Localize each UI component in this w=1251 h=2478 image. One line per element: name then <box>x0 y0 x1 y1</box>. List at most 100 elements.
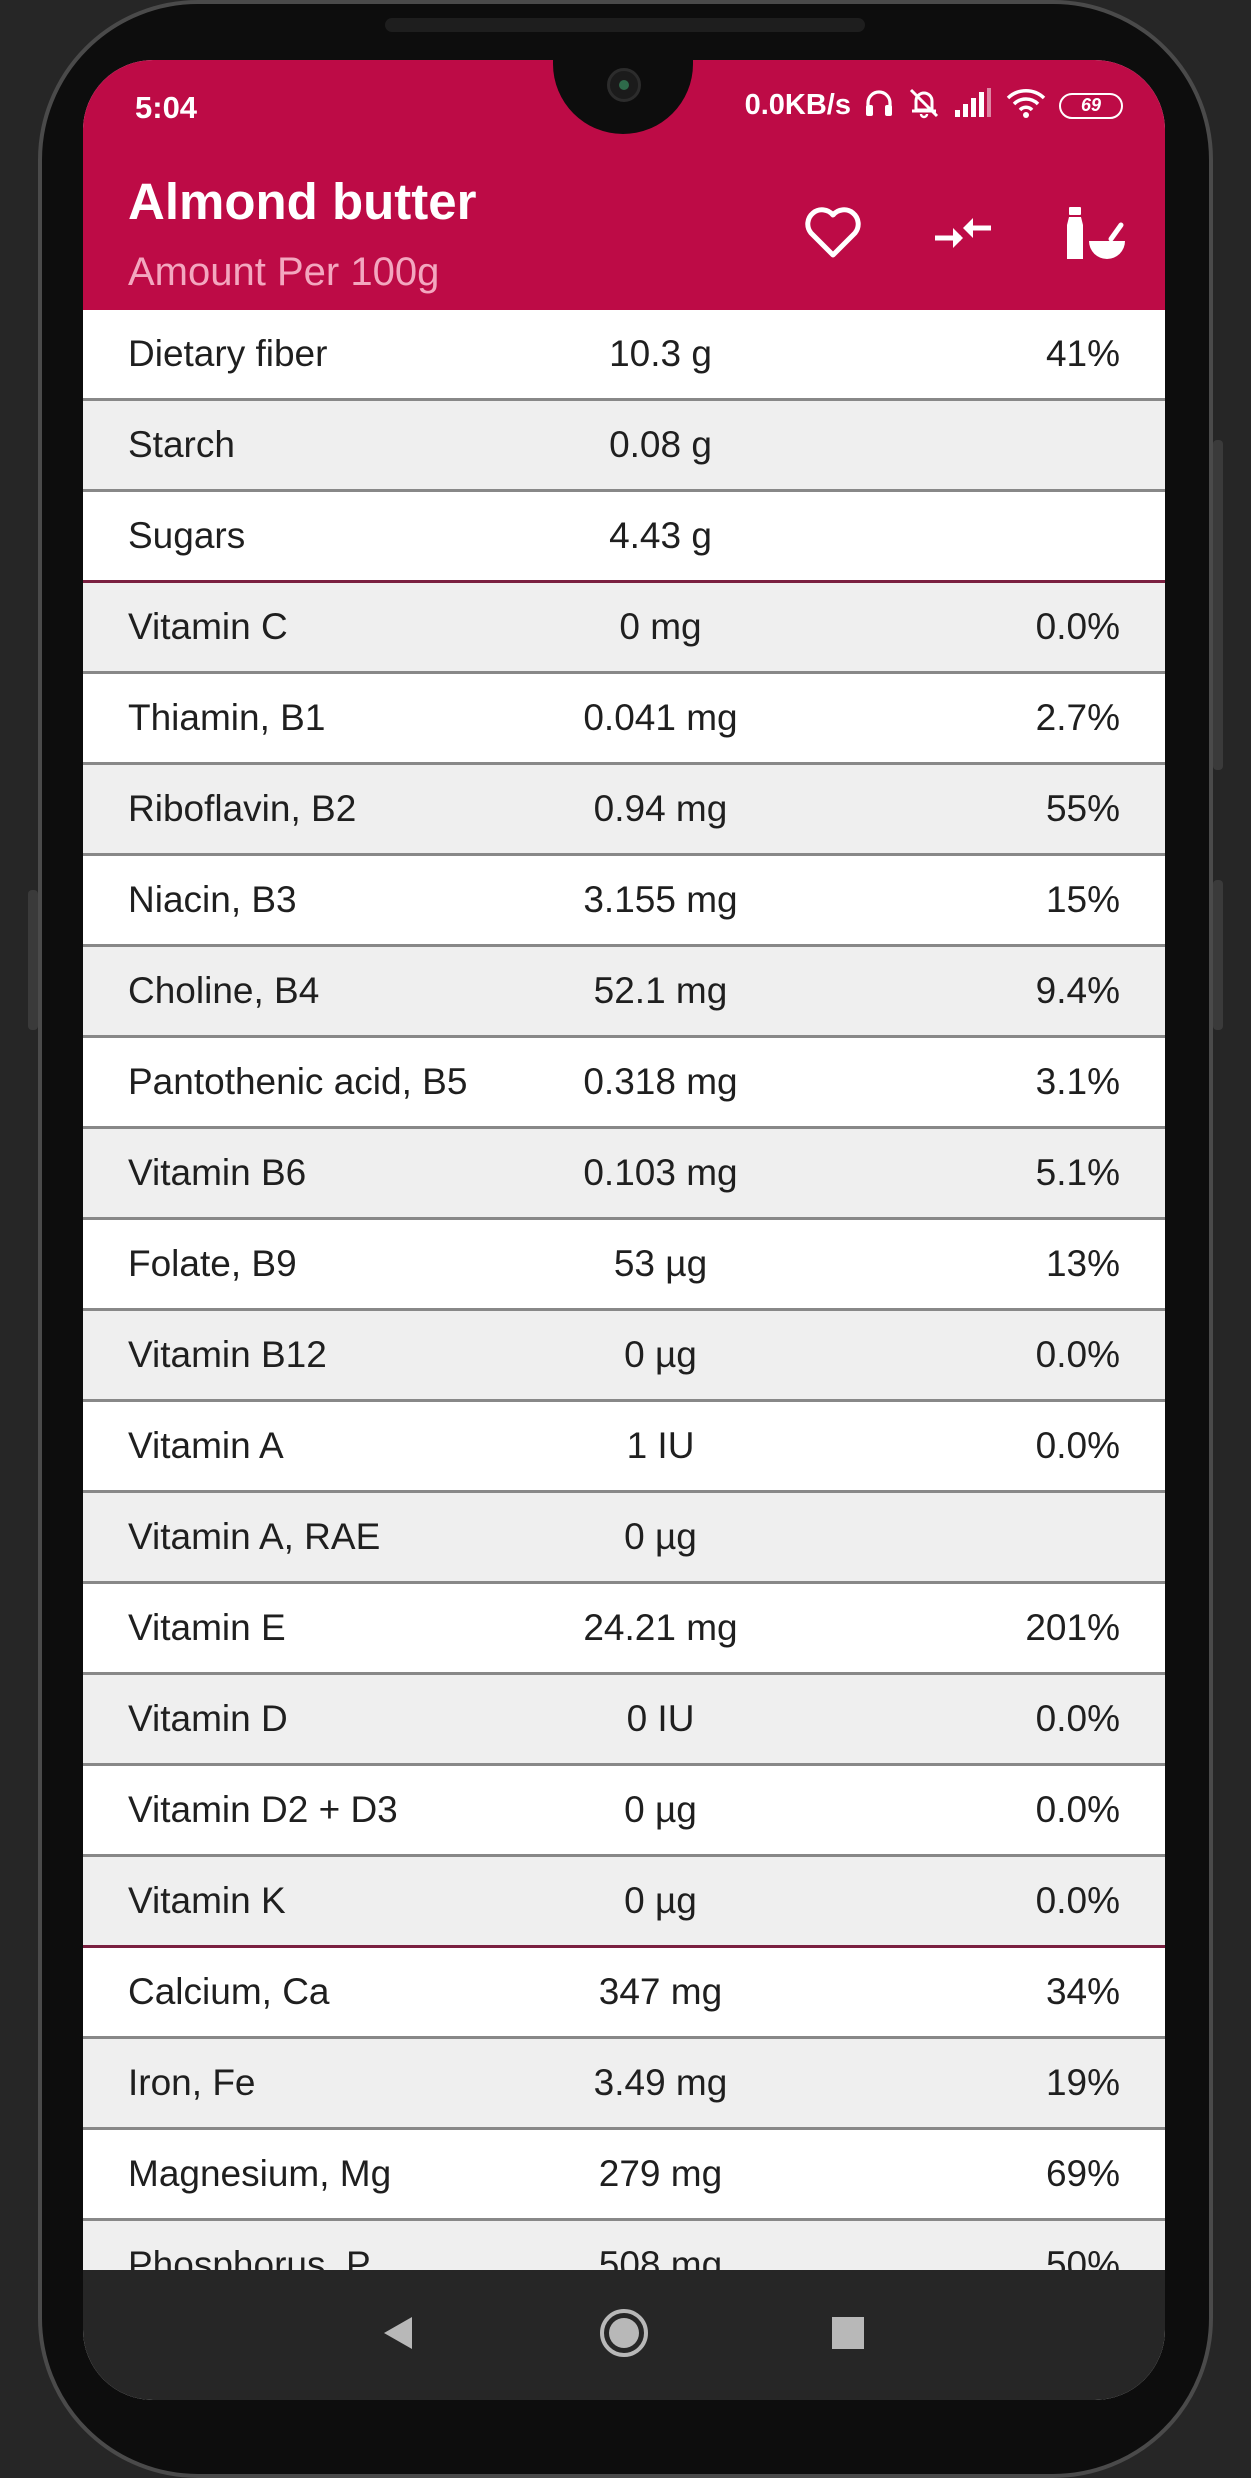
nutrient-row: Calcium, Ca 347 mg 34% <box>83 1948 1165 2039</box>
recents-button[interactable] <box>813 2298 883 2368</box>
row-divider <box>83 2036 1165 2039</box>
nutrient-daily-value: 3.1% <box>1035 1061 1120 1102</box>
row-divider <box>83 1126 1165 1129</box>
nutrient-name: Vitamin D2 + D3 <box>128 1789 398 1830</box>
nutrient-daily-value: 0.0% <box>1035 1698 1120 1739</box>
nutrient-daily-value: 41% <box>1045 333 1120 374</box>
row-divider <box>83 1035 1165 1038</box>
nutrient-row: Vitamin A 1 IU 0.0% <box>83 1402 1165 1493</box>
nutrient-daily-value: 13% <box>1045 1243 1120 1284</box>
page-subtitle: Amount Per 100g <box>128 250 440 294</box>
mixer-button[interactable] <box>1060 198 1130 268</box>
nutrient-daily-value: 0.0% <box>1035 1425 1120 1466</box>
battery-level: 69 <box>1080 95 1102 115</box>
home-button[interactable] <box>589 2298 659 2368</box>
nutrient-name: Folate, B9 <box>128 1243 297 1284</box>
headphones-icon <box>863 87 895 124</box>
nutrient-row: Phosphorus, P 508 mg 50% <box>83 2221 1165 2270</box>
nutrient-daily-value: 9.4% <box>1035 970 1120 1011</box>
nutrient-daily-value: 34% <box>1045 1971 1120 2012</box>
alarm-off-icon <box>907 86 941 125</box>
wifi-icon <box>1005 87 1047 124</box>
nutrient-amount: 0.103 mg <box>583 1152 738 1193</box>
nutrient-row: Starch 0.08 g <box>83 401 1165 492</box>
nutrient-row: Sugars 4.43 g <box>83 492 1165 583</box>
nutrient-daily-value: 0.0% <box>1035 1789 1120 1830</box>
nutrient-amount: 0.041 mg <box>583 697 738 738</box>
nutrient-row: Vitamin D 0 IU 0.0% <box>83 1675 1165 1766</box>
page-title: Almond butter <box>128 173 477 230</box>
nutrient-name: Vitamin D <box>128 1698 288 1739</box>
nutrient-daily-value: 55% <box>1045 788 1120 829</box>
row-divider <box>83 2218 1165 2221</box>
nutrient-row: Riboflavin, B2 0.94 mg 55% <box>83 765 1165 856</box>
nutrient-row: Thiamin, B1 0.041 mg 2.7% <box>83 674 1165 765</box>
nutrient-daily-value: 0.0% <box>1035 606 1120 647</box>
signal-icon <box>953 88 993 123</box>
nutrient-name: Vitamin B12 <box>128 1334 327 1375</box>
nutrient-name: Starch <box>128 424 235 465</box>
row-divider <box>83 671 1165 674</box>
nutrient-daily-value: 15% <box>1045 879 1120 920</box>
nutrient-name: Iron, Fe <box>128 2062 256 2103</box>
nutrient-amount: 52.1 mg <box>593 970 728 1011</box>
back-icon <box>384 2317 412 2349</box>
row-divider <box>83 1763 1165 1766</box>
row-divider <box>83 853 1165 856</box>
nutrient-amount: 10.3 g <box>609 333 712 374</box>
row-divider <box>83 1854 1165 1857</box>
nutrient-amount: 0 IU <box>626 1698 695 1739</box>
nutrient-name: Niacin, B3 <box>128 879 297 920</box>
nutrient-amount: 53 µg <box>613 1243 708 1284</box>
nutrient-row: Iron, Fe 3.49 mg 19% <box>83 2039 1165 2130</box>
nutrient-daily-value: 0.0% <box>1035 1880 1120 1921</box>
row-divider <box>83 1217 1165 1220</box>
nutrient-list[interactable]: Dietary fiber 10.3 g 41% Starch 0.08 g Sugars… <box>83 310 1165 2270</box>
nutrient-name: Magnesium, Mg <box>128 2153 392 2194</box>
nutrient-amount: 347 mg <box>598 1971 723 2012</box>
nutrient-amount: 508 mg <box>598 2244 723 2270</box>
nutrient-name: Pantothenic acid, B5 <box>128 1061 468 1102</box>
row-divider <box>83 1672 1165 1675</box>
row-divider <box>83 762 1165 765</box>
nutrient-row: Vitamin K 0 µg 0.0% <box>83 1857 1165 1948</box>
nutrient-row: Vitamin B6 0.103 mg 5.1% <box>83 1129 1165 1220</box>
nutrient-amount: 0.318 mg <box>583 1061 738 1102</box>
row-divider <box>83 1581 1165 1584</box>
compare-button[interactable] <box>928 198 998 268</box>
row-divider <box>83 580 1165 583</box>
nutrient-amount: 0.94 mg <box>593 788 728 829</box>
favorite-button[interactable] <box>798 198 868 268</box>
nutrient-name: Vitamin K <box>128 1880 286 1921</box>
home-icon <box>600 2309 648 2357</box>
net-speed: 0.0KB/s <box>744 89 851 121</box>
screen: 5:04 0.0KB/s <box>83 60 1165 2400</box>
nutrient-row: Choline, B4 52.1 mg 9.4% <box>83 947 1165 1038</box>
nutrient-daily-value: 5.1% <box>1035 1152 1120 1193</box>
nutrient-name: Vitamin B6 <box>128 1152 307 1193</box>
nutrient-row: Niacin, B3 3.155 mg 15% <box>83 856 1165 947</box>
power-button <box>1213 880 1223 1030</box>
nutrient-amount: 0 µg <box>624 1334 697 1375</box>
side-button <box>28 890 38 1030</box>
nutrient-name: Vitamin A <box>128 1425 284 1466</box>
nutrient-daily-value: 50% <box>1045 2244 1120 2270</box>
row-divider <box>83 944 1165 947</box>
nutrient-name: Vitamin A, RAE <box>128 1516 381 1557</box>
row-divider <box>83 489 1165 492</box>
mixer-icon <box>1067 207 1125 259</box>
earpiece <box>385 18 865 32</box>
nutrient-daily-value: 0.0% <box>1035 1334 1120 1375</box>
battery-icon: 69 <box>1059 92 1123 119</box>
nutrient-name: Riboflavin, B2 <box>128 788 357 829</box>
nutrient-name: Phosphorus, P <box>128 2244 371 2270</box>
back-button[interactable] <box>363 2298 433 2368</box>
nutrient-amount: 3.155 mg <box>583 879 738 920</box>
nutrient-amount: 1 IU <box>626 1425 695 1466</box>
row-divider <box>83 1490 1165 1493</box>
nutrient-daily-value: 2.7% <box>1035 697 1120 738</box>
nutrient-row: Dietary fiber 10.3 g 41% <box>83 310 1165 401</box>
nutrient-amount: 0 µg <box>624 1880 697 1921</box>
nutrient-name: Vitamin E <box>128 1607 286 1648</box>
row-divider <box>83 398 1165 401</box>
